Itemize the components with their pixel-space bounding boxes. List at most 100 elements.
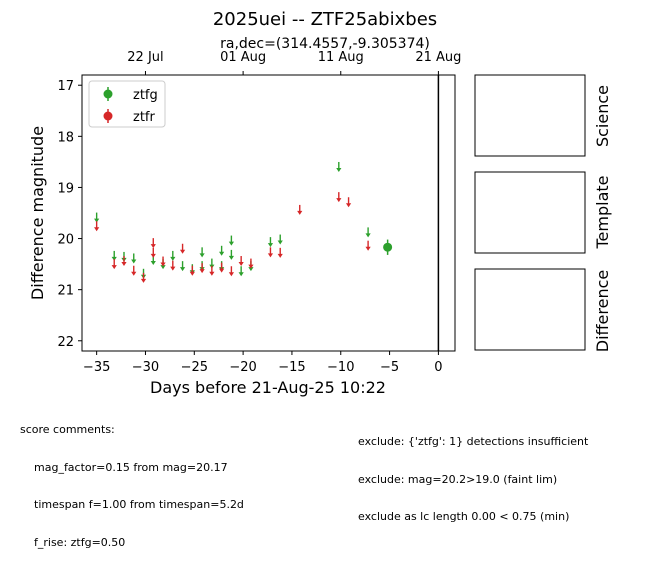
limit-arrowhead	[248, 267, 254, 272]
score-comment-line: mag_factor=0.15 from mag=20.17	[34, 460, 228, 474]
limit-arrowhead	[209, 271, 215, 276]
legend: ztfg ztfr	[88, 80, 166, 128]
y-axis-label: Difference magnitude	[28, 126, 47, 300]
y-tick-label: 22	[57, 335, 74, 350]
y-tick-label: 20	[57, 233, 74, 248]
template-panel	[474, 171, 586, 254]
limit-arrowhead	[131, 271, 137, 276]
ztfr-upper-limit	[189, 265, 195, 276]
ztfg-upper-limit	[336, 161, 342, 172]
limit-arrowhead	[160, 262, 166, 267]
top-axis-tick-label: 11 Aug	[318, 50, 364, 65]
ztfg-upper-limit	[179, 261, 186, 272]
ztfg-upper-limit	[199, 247, 205, 258]
exclude-line: exclude as lc length 0.00 < 0.75 (min)	[358, 510, 570, 523]
limit-arrowhead	[170, 256, 176, 261]
ztfr-upper-limit	[121, 256, 127, 267]
limit-arrowhead	[345, 203, 352, 208]
limit-arrowhead	[170, 266, 176, 271]
limit-arrowhead	[219, 251, 225, 256]
legend-entry-ztfg: ztfg	[103, 87, 158, 103]
ztfr-upper-limit	[160, 256, 166, 267]
limit-arrowhead	[179, 267, 186, 272]
ztfg-upper-limit	[277, 234, 283, 245]
limit-arrowhead	[228, 241, 234, 246]
ztfr-upper-limit	[199, 263, 205, 274]
limit-arrowhead	[189, 271, 195, 276]
limit-arrowhead	[150, 253, 156, 258]
limit-arrowhead	[111, 256, 117, 261]
x-tick-label: −5	[380, 360, 399, 375]
score-comments: score comments: mag_factor=0.15 from mag…	[20, 399, 244, 562]
score-comments-header: score comments:	[20, 423, 115, 436]
limit-arrowhead	[267, 253, 274, 258]
limit-arrowhead	[179, 249, 186, 254]
figure: 2025uei -- ZTF25abixbes ra,dec=(314.4557…	[28, 9, 612, 397]
top-axis-tick-label: 21 Aug	[415, 50, 461, 65]
chart-title: 2025uei -- ZTF25abixbes	[213, 9, 437, 30]
ztfg-upper-limit	[94, 212, 100, 223]
limit-arrowhead	[297, 210, 303, 215]
limit-arrowhead	[94, 227, 100, 232]
ztfr-upper-limit	[267, 247, 274, 258]
limit-arrowhead	[238, 262, 244, 267]
limit-arrowhead	[199, 269, 205, 274]
legend-label: ztfr	[133, 110, 155, 125]
x-tick-label: −15	[278, 360, 305, 375]
ztfr-upper-limit	[111, 259, 117, 270]
exclude-line: exclude: mag=20.2>19.0 (faint lim)	[358, 472, 558, 486]
difference-label: Difference	[593, 270, 612, 352]
ztfg-upper-limit	[365, 227, 371, 238]
ztfr-upper-limit	[209, 265, 215, 276]
limit-arrowhead	[277, 253, 283, 258]
limit-arrowhead	[199, 253, 205, 258]
top-date-axis: 22 Jul 01 Aug 11 Aug 21 Aug	[127, 50, 461, 75]
score-comment-line: timespan f=1.00 from timespan=5.2d	[34, 498, 244, 511]
top-axis-tick-label: 01 Aug	[220, 50, 266, 65]
ztfr-upper-limit	[365, 240, 371, 251]
top-axis-tick-label: 22 Jul	[127, 50, 163, 65]
limit-arrowhead	[219, 268, 225, 273]
ztfr-upper-limit	[150, 238, 156, 249]
ztfg-detection	[383, 239, 393, 255]
limit-arrowhead	[228, 272, 234, 277]
data-marks	[94, 161, 393, 283]
ztfg-upper-limit	[238, 266, 244, 277]
x-tick-label: −25	[181, 360, 208, 375]
ztfg-upper-limit	[219, 245, 225, 256]
template-label: Template	[593, 175, 612, 249]
ztfr-upper-limit	[248, 258, 254, 269]
y-tick-label: 17	[57, 79, 74, 94]
ztfr-upper-limit	[238, 256, 244, 267]
limit-arrowhead	[160, 265, 166, 270]
limit-arrowhead	[365, 246, 371, 251]
ztfr-upper-limit	[277, 247, 283, 258]
y-tick-label: 18	[57, 130, 74, 145]
y-axis: 17 18 19 20 21 22	[57, 79, 82, 350]
limit-arrowhead	[238, 272, 244, 277]
ztfr-upper-limit	[150, 247, 156, 258]
ztfr-upper-limit	[345, 197, 352, 208]
x-tick-label: 0	[434, 360, 442, 375]
limit-arrowhead	[131, 259, 137, 264]
limit-arrowhead	[277, 240, 283, 245]
ztfg-upper-limit	[228, 235, 234, 246]
science-panel	[474, 74, 586, 157]
plot-area: 22 Jul 01 Aug 11 Aug 21 Aug −35 −30 −25 −20 −15…	[57, 50, 461, 375]
detection-point	[383, 242, 393, 252]
ztfr-upper-limit	[170, 260, 176, 271]
limit-arrowhead	[267, 243, 274, 248]
limit-arrowhead	[94, 218, 100, 223]
x-axis-label: Days before 21-Aug-25 10:22	[150, 378, 386, 397]
plot-frame	[81, 74, 456, 352]
ztfg-upper-limit	[267, 237, 274, 248]
score-comment-line: f_rise: ztfg=0.50	[34, 535, 126, 549]
ztfr-upper-limit	[219, 262, 225, 273]
limit-arrowhead	[111, 265, 117, 270]
ztfr-upper-limit	[336, 192, 342, 203]
x-tick-label: −10	[327, 360, 354, 375]
ztfg-upper-limit	[170, 250, 176, 261]
limit-arrowhead	[228, 255, 234, 260]
ztfg-upper-limit	[131, 253, 137, 264]
exclude-comments: exclude: {'ztfg': 1} detections insuffic…	[358, 411, 588, 536]
